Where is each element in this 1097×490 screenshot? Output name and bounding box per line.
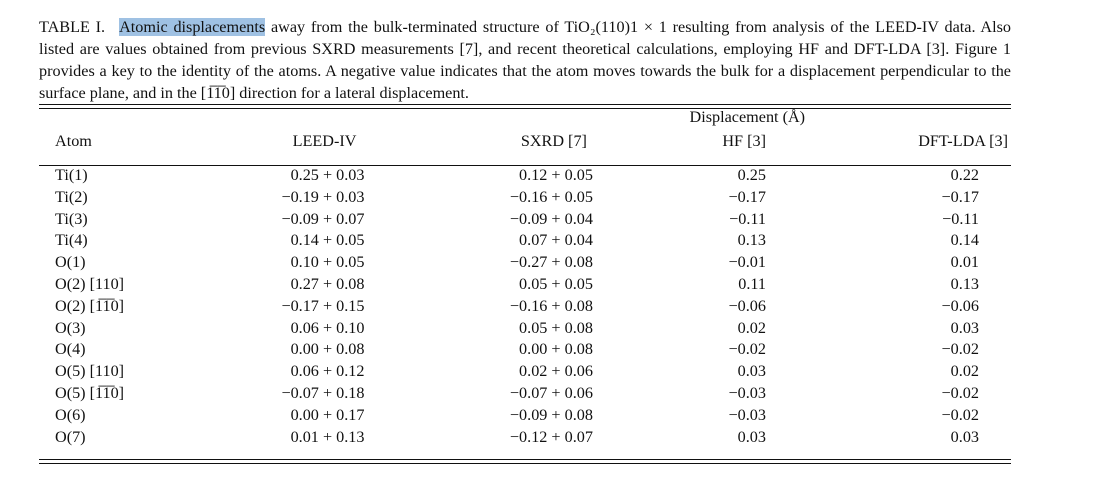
cell-sxrd: −0.16 + 0.08 xyxy=(509,296,593,315)
cell-atom: Ti(2) xyxy=(55,187,88,206)
cell-hf: 0.03 xyxy=(737,362,766,381)
cell-dft-lda: −0.11 xyxy=(942,209,979,228)
table-top-rule xyxy=(39,104,1011,105)
cell-sxrd: 0.07 + 0.04 xyxy=(519,231,593,250)
cell-sxrd: −0.12 + 0.07 xyxy=(509,427,593,446)
caption-formula: TiO₂(110)1 × 1 xyxy=(564,18,667,36)
cell-sxrd: 0.12 + 0.05 xyxy=(519,166,593,184)
table-caption: TABLE I. Atomic displacements away from t… xyxy=(39,16,1011,104)
cell-dft-lda: 0.22 xyxy=(950,166,979,184)
displacement-span-header: Displacement (Å) xyxy=(222,107,1011,127)
table-row: O(1) 0.10 + 0.05 −0.27 + 0.08 −0.01 0.01 xyxy=(39,252,1011,274)
table-row: O(5) [110] 0.06 + 0.12 0.02 + 0.06 0.03 0.02 xyxy=(39,361,1011,383)
cell-leed-iv: 0.06 + 0.10 xyxy=(290,318,365,337)
cell-hf: −0.02 xyxy=(728,340,766,359)
cell-dft-lda: −0.17 xyxy=(941,187,979,206)
cell-atom: O(2) [110] xyxy=(55,274,125,293)
cell-leed-iv: −0.17 + 0.15 xyxy=(281,296,365,315)
column-header-atom: Atom xyxy=(55,132,92,150)
cell-dft-lda: 0.14 xyxy=(950,231,979,250)
table-row: O(4) 0.00 + 0.08 0.00 + 0.08 −0.02 −0.02 xyxy=(39,339,1011,361)
column-header-leed-iv: LEED-IV xyxy=(292,132,357,150)
header-bottom-rule xyxy=(39,165,1011,166)
cell-atom: Ti(1) xyxy=(55,166,88,184)
cell-hf: −0.01 xyxy=(728,253,766,272)
cell-dft-lda: 0.02 xyxy=(950,362,979,381)
table-row: O(6) 0.00 + 0.17 −0.09 + 0.08 −0.03 −0.02 xyxy=(39,405,1011,427)
table-label: TABLE I. xyxy=(39,18,106,36)
cell-hf: −0.17 xyxy=(728,187,766,206)
cell-hf: −0.03 xyxy=(728,405,766,424)
cell-sxrd: 0.00 + 0.08 xyxy=(519,340,593,359)
cell-hf: 0.13 xyxy=(737,231,766,250)
cell-atom: O(5) [1̅1̅0] xyxy=(55,383,125,402)
cell-dft-lda: −0.06 xyxy=(941,296,979,315)
cell-hf: 0.03 xyxy=(737,427,766,446)
cell-sxrd: −0.07 + 0.06 xyxy=(509,383,593,402)
cell-atom: Ti(3) xyxy=(55,209,88,228)
cell-leed-iv: 0.01 + 0.13 xyxy=(290,427,365,446)
cell-leed-iv: 0.27 + 0.08 xyxy=(290,274,365,293)
cell-dft-lda: 0.03 xyxy=(950,318,979,337)
cell-hf: 0.02 xyxy=(737,318,766,337)
table-top-rule-second xyxy=(39,108,1011,109)
cell-atom: O(4) xyxy=(55,340,86,359)
table-bottom-rule xyxy=(39,459,1011,460)
cell-leed-iv: −0.19 + 0.03 xyxy=(281,187,365,206)
cell-dft-lda: −0.02 xyxy=(941,405,979,424)
cell-atom: O(7) xyxy=(55,427,86,446)
cell-atom: O(2) [1̅1̅0] xyxy=(55,296,125,315)
cell-leed-iv: −0.07 + 0.18 xyxy=(281,383,365,402)
cell-sxrd: −0.09 + 0.08 xyxy=(509,405,593,424)
cell-leed-iv: 0.10 + 0.05 xyxy=(290,253,365,272)
caption-text-after-formula: resulting from analysis of the LEED-IV d… xyxy=(39,18,1011,102)
cell-leed-iv: 0.00 + 0.08 xyxy=(290,340,365,359)
cell-hf: −0.06 xyxy=(728,296,766,315)
column-header-row: Atom LEED-IV SXRD [7] HF [3] DFT-LDA [3] xyxy=(39,127,1011,153)
table-row: O(5) [1̅1̅0] −0.07 + 0.18 −0.07 + 0.06 −0.0… xyxy=(39,383,1011,405)
cell-hf: −0.03 xyxy=(728,383,766,402)
caption-text-before-formula: away from the bulk-terminated structure … xyxy=(265,18,565,36)
cell-leed-iv: 0.25 + 0.03 xyxy=(290,166,365,184)
cell-atom: O(1) xyxy=(55,253,86,272)
table-row: O(7) 0.01 + 0.13 −0.12 + 0.07 0.03 0.03 xyxy=(39,427,1011,449)
cell-atom: O(5) [110] xyxy=(55,362,125,381)
column-header-sxrd: SXRD [7] xyxy=(520,132,587,150)
cell-sxrd: −0.16 + 0.05 xyxy=(509,187,593,206)
cell-sxrd: −0.27 + 0.08 xyxy=(509,253,593,272)
table-bottom-rule-second xyxy=(39,463,1011,464)
table-row: O(3) 0.06 + 0.10 0.05 + 0.08 0.02 0.03 xyxy=(39,318,1011,340)
cell-atom: O(6) xyxy=(55,405,86,424)
cell-leed-iv: −0.09 + 0.07 xyxy=(281,209,365,228)
cell-sxrd: 0.02 + 0.06 xyxy=(519,362,593,381)
table-row: O(2) [1̅1̅0] −0.17 + 0.15 −0.16 + 0.08 −0.0… xyxy=(39,296,1011,318)
cell-dft-lda: −0.02 xyxy=(941,383,979,402)
table-body: Ti(1) 0.25 + 0.03 0.12 + 0.05 0.25 0.22 Ti(2)… xyxy=(39,153,1011,448)
column-header-hf: HF [3] xyxy=(722,132,766,150)
cell-leed-iv: 0.00 + 0.17 xyxy=(290,405,365,424)
table-row: Ti(2) −0.19 + 0.03 −0.16 + 0.05 −0.17 −0.17 xyxy=(39,187,1011,209)
cell-hf: 0.25 xyxy=(737,166,766,184)
cell-hf: −0.11 xyxy=(729,209,766,228)
cell-dft-lda: 0.03 xyxy=(950,427,979,446)
cell-atom: Ti(4) xyxy=(55,231,88,250)
cell-dft-lda: −0.02 xyxy=(941,340,979,359)
table-row: O(2) [110] 0.27 + 0.08 0.05 + 0.05 0.11 0.13 xyxy=(39,274,1011,296)
table-row: Ti(3) −0.09 + 0.07 −0.09 + 0.04 −0.11 −0.11 xyxy=(39,209,1011,231)
cell-hf: 0.11 xyxy=(738,274,766,293)
cell-dft-lda: 0.01 xyxy=(950,253,979,272)
displacement-span-header-text: Displacement (Å) xyxy=(689,108,806,126)
cell-sxrd: −0.09 + 0.04 xyxy=(509,209,593,228)
cell-sxrd: 0.05 + 0.08 xyxy=(519,318,593,337)
cell-atom: O(3) xyxy=(55,318,86,337)
column-header-dft-lda: DFT-LDA [3] xyxy=(918,132,1008,150)
cell-leed-iv: 0.06 + 0.12 xyxy=(290,362,365,381)
table-row: Ti(4) 0.14 + 0.05 0.07 + 0.04 0.13 0.14 xyxy=(39,230,1011,252)
table-row: Ti(1) 0.25 + 0.03 0.12 + 0.05 0.25 0.22 xyxy=(39,153,1011,187)
highlighted-text[interactable]: Atomic displacements xyxy=(119,18,266,36)
cell-leed-iv: 0.14 + 0.05 xyxy=(290,231,365,250)
cell-dft-lda: 0.13 xyxy=(950,274,979,293)
displacement-table: Displacement (Å) Atom LEED-IV SXRD [7] H… xyxy=(39,107,1011,448)
cell-sxrd: 0.05 + 0.05 xyxy=(519,274,593,293)
